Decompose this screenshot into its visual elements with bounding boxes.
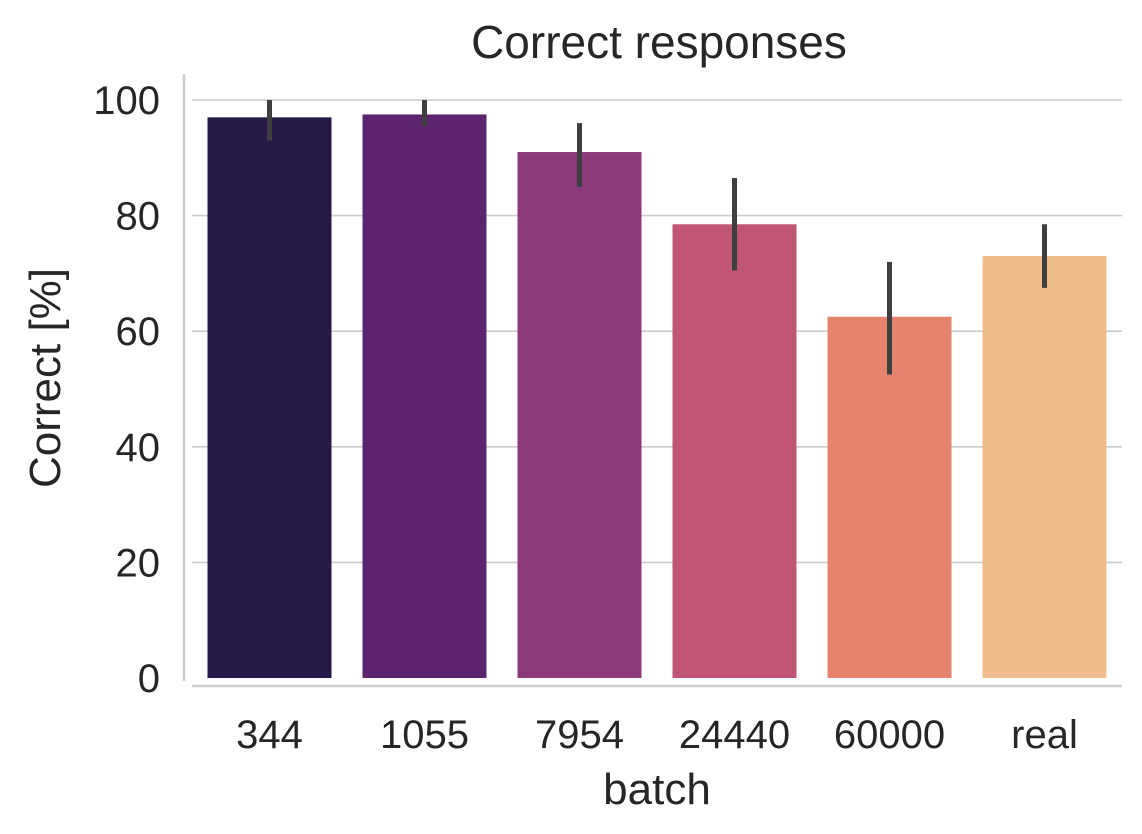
y-tick-label: 80 <box>116 195 161 239</box>
bar-60000 <box>827 316 952 678</box>
bar-344 <box>207 117 332 678</box>
y-tick-label: 40 <box>116 426 161 470</box>
bar-1055 <box>362 114 487 678</box>
chart-title: Correct responses <box>471 16 847 68</box>
y-tick-label: 100 <box>93 79 160 123</box>
y-tick-label: 20 <box>116 541 161 585</box>
bar-7954 <box>517 152 642 679</box>
y-tick-label: 0 <box>138 657 160 701</box>
bar-real <box>982 256 1107 678</box>
x-tick-label: 7954 <box>535 713 624 757</box>
y-tick-labels: 0 20 40 60 80 100 <box>93 79 160 701</box>
x-tick-label: real <box>1011 713 1078 757</box>
x-tick-label: 1055 <box>380 713 469 757</box>
y-axis-label: Correct [%] <box>21 268 70 488</box>
x-tick-label: 60000 <box>834 713 945 757</box>
bar-24440 <box>672 224 797 678</box>
error-bars <box>267 100 1047 375</box>
x-tick-labels: 344 1055 7954 24440 60000 real <box>236 713 1078 757</box>
x-tick-label: 24440 <box>679 713 790 757</box>
grid-lines <box>192 99 1122 564</box>
y-tick-label: 60 <box>116 310 161 354</box>
x-tick-label: 344 <box>236 713 303 757</box>
x-axis-label: batch <box>603 765 711 814</box>
bars <box>207 114 1107 679</box>
